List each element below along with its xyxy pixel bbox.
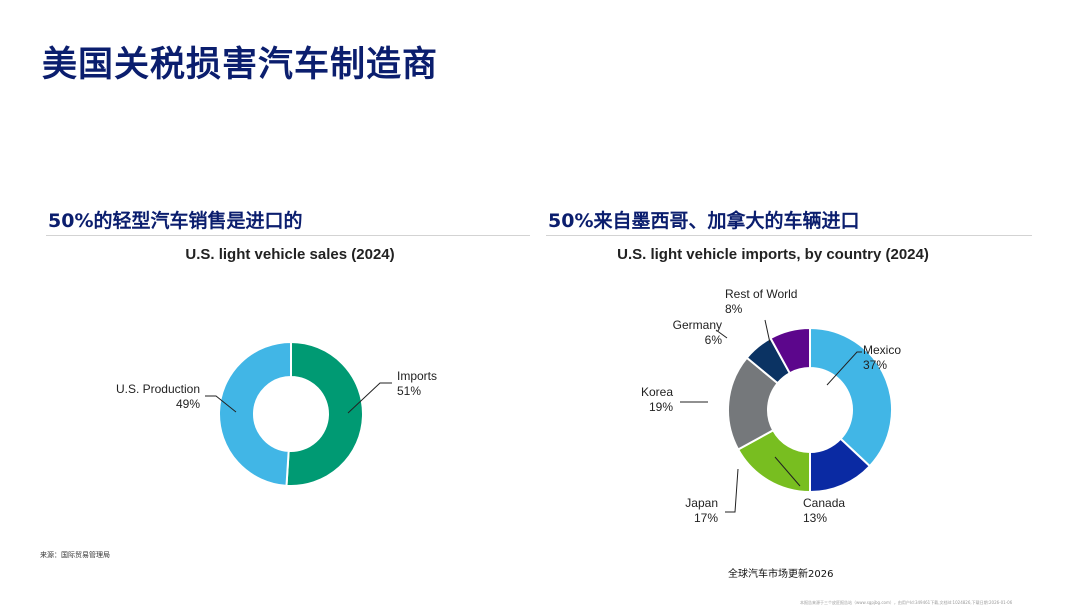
slice-label-imports: Imports bbox=[397, 369, 437, 383]
slice-value-u-s-production: 49% bbox=[176, 397, 200, 411]
leader-line-u-s-production bbox=[205, 395, 237, 413]
watermark-text: 本报告来源于三个皮匠报告站（www.sgpjbg.com），由用户Id:3494… bbox=[800, 600, 1013, 605]
slice-label-mexico: Mexico bbox=[863, 343, 901, 357]
slice-label-korea: Korea bbox=[641, 385, 673, 399]
left-section-heading: 50%的轻型汽车销售是进口的 bbox=[48, 210, 303, 232]
donut-slice-u-s-production bbox=[218, 340, 292, 487]
leader-line-rest-of-world bbox=[764, 319, 771, 344]
slice-value-imports: 51% bbox=[397, 384, 421, 398]
slice-value-germany: 6% bbox=[705, 333, 723, 347]
right-section-heading: 50%来自墨西哥、加拿大的车辆进口 bbox=[548, 210, 860, 232]
leader-line-japan bbox=[725, 468, 739, 513]
slice-value-rest-of-world: 8% bbox=[725, 302, 743, 316]
slice-label-u-s-production: U.S. Production bbox=[116, 382, 200, 396]
slice-value-mexico: 37% bbox=[863, 358, 887, 372]
page-title: 美国关税损害汽车制造商 bbox=[42, 45, 439, 85]
slice-value-canada: 13% bbox=[803, 511, 827, 525]
donut-slice-imports bbox=[285, 340, 364, 487]
right-section-divider bbox=[546, 235, 1032, 236]
leader-line-canada bbox=[774, 456, 801, 487]
leader-line-mexico bbox=[826, 351, 862, 386]
source-note: 来源：国际贸易管理局 bbox=[40, 551, 110, 559]
right-chart-title: U.S. light vehicle imports, by country (… bbox=[617, 246, 929, 263]
slice-label-germany: Germany bbox=[673, 318, 722, 332]
leader-line-imports bbox=[347, 382, 392, 414]
donut-slice-rest-of-world bbox=[769, 326, 811, 375]
leader-line-germany bbox=[715, 329, 728, 339]
slice-label-rest-of-world: Rest of World bbox=[725, 287, 797, 301]
slice-value-japan: 17% bbox=[694, 511, 718, 525]
donut-slice-mexico bbox=[809, 326, 893, 468]
footer-note: 全球汽车市场更新2026 bbox=[728, 569, 834, 580]
slice-label-japan: Japan bbox=[685, 496, 718, 510]
slice-label-canada: Canada bbox=[803, 496, 845, 510]
left-chart-title: U.S. light vehicle sales (2024) bbox=[185, 246, 395, 263]
slice-value-korea: 19% bbox=[649, 400, 673, 414]
left-section-divider bbox=[46, 235, 530, 236]
